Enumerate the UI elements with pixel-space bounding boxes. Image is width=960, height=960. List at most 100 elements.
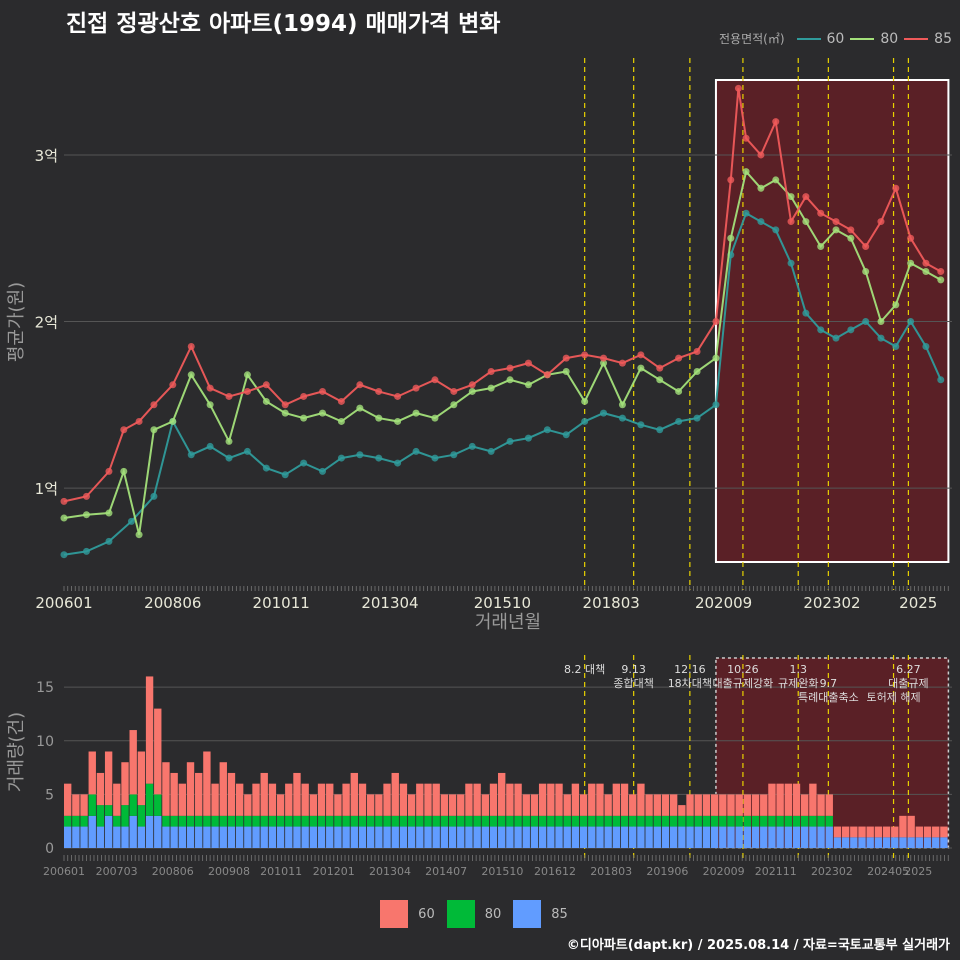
price-point-80 (356, 404, 364, 412)
price-point-80 (802, 218, 810, 226)
volume-bar-60 (342, 783, 350, 816)
price-point-60 (300, 459, 308, 467)
volume-bar-60 (514, 783, 522, 816)
volume-bar-60 (407, 794, 416, 816)
price-point-60 (772, 226, 780, 234)
price-x-axis-title: 거래년월 (475, 612, 541, 633)
volume-bar-80 (407, 815, 416, 827)
volume-bar-80 (678, 815, 686, 827)
volume-bar-80 (702, 815, 711, 827)
price-panel: 1억 2억 3억 200601 200806 201011 201304 201510 2018… (6, 58, 952, 633)
volume-legend-label-85: 85 (551, 906, 568, 922)
legend-item-80: 80 (850, 31, 898, 47)
volume-bar-80 (538, 815, 547, 827)
price-point-60 (281, 471, 289, 479)
price-point-60 (618, 414, 626, 422)
volume-bar-60 (309, 794, 318, 816)
volume-bar-60 (498, 772, 506, 816)
price-point-60 (877, 334, 885, 342)
volume-bar-85 (399, 826, 408, 848)
volume-bar-85 (801, 826, 809, 848)
price-point-80 (922, 268, 930, 276)
price-point-60 (225, 454, 233, 462)
volume-bar-60 (588, 783, 596, 816)
legend-area-size: 전용면적(㎡) 60 80 85 (719, 30, 952, 47)
volume-bar-80 (440, 815, 449, 827)
source-footer: ©디아파트(dapt.kr) / 2025.08.14 / 자료=국토교통부 실… (566, 938, 950, 953)
volume-bar-60 (809, 783, 817, 816)
volume-bar-80 (391, 815, 399, 827)
price-point-60 (375, 454, 383, 462)
volume-bar-85 (457, 826, 465, 848)
volume-bar-60 (219, 762, 227, 816)
price-point-80 (375, 414, 383, 422)
volume-x-tick-label: 201510 (481, 865, 523, 878)
volume-bar-60 (276, 794, 285, 816)
volume-bar-60 (457, 794, 465, 816)
volume-bar-85 (358, 826, 367, 848)
volume-bar-80 (481, 815, 490, 827)
volume-bar-80 (743, 815, 752, 827)
volume-bar-80 (825, 815, 833, 827)
volume-legend-label-80: 80 (484, 906, 502, 922)
volume-bar-85 (80, 826, 88, 848)
price-point-85 (506, 364, 514, 372)
price-point-80 (817, 243, 825, 251)
volume-bar-85 (424, 826, 432, 848)
volume-bar-60 (760, 794, 768, 816)
volume-bar-80 (317, 815, 326, 827)
volume-bar-85 (72, 826, 80, 848)
volume-bar-80 (350, 815, 358, 827)
price-point-85 (892, 184, 900, 192)
price-point-85 (450, 387, 458, 395)
volume-bar-60 (858, 826, 866, 838)
price-point-85 (637, 351, 645, 359)
volume-bar-85 (547, 826, 555, 848)
volume-bar-60 (473, 783, 481, 816)
volume-bar-80 (555, 815, 563, 827)
volume-bar-80 (235, 815, 244, 827)
volume-bar-80 (309, 815, 318, 827)
volume-bar-60 (661, 794, 670, 816)
price-x-tick-label: 2025 (899, 594, 937, 612)
price-x-tick-label: 202302 (803, 594, 860, 612)
price-point-85 (468, 381, 476, 389)
volume-bar-85 (473, 826, 481, 848)
volume-bar-60 (841, 826, 850, 838)
legend-swatch-80 (850, 37, 875, 40)
volume-bar-85 (833, 837, 842, 848)
price-point-80 (394, 417, 402, 425)
volume-bar-60 (751, 794, 760, 816)
volume-bar-85 (792, 826, 801, 848)
volume-bar-85 (768, 826, 776, 848)
volume-bar-85 (784, 826, 792, 848)
price-point-80 (206, 401, 214, 409)
price-point-80 (135, 531, 143, 539)
volume-bar-80 (457, 815, 465, 827)
price-point-85 (675, 354, 683, 362)
volume-bar-80 (727, 815, 735, 827)
price-point-80 (742, 168, 750, 176)
volume-bar-80 (195, 815, 203, 827)
volume-bar-85 (555, 826, 563, 848)
volume-bar-85 (825, 826, 833, 848)
volume-bar-80 (735, 815, 743, 827)
price-point-80 (618, 401, 626, 409)
price-point-80 (637, 364, 645, 372)
volume-bar-60 (268, 783, 277, 816)
volume-bar-85 (276, 826, 285, 848)
price-point-80 (82, 511, 90, 519)
volume-bar-85 (489, 826, 498, 848)
volume-bar-80 (244, 815, 252, 827)
price-point-80 (487, 384, 495, 392)
volume-y-axis-title: 거래량(건) (6, 712, 27, 792)
volume-bar-85 (407, 826, 416, 848)
volume-bar-80 (285, 815, 293, 827)
price-point-85 (862, 243, 870, 251)
price-point-60 (802, 309, 810, 317)
price-point-85 (922, 259, 930, 267)
volume-bar-80 (792, 815, 801, 827)
volume-bar-80 (498, 815, 506, 827)
volume-bar-85 (481, 826, 490, 848)
price-point-60 (150, 492, 158, 500)
